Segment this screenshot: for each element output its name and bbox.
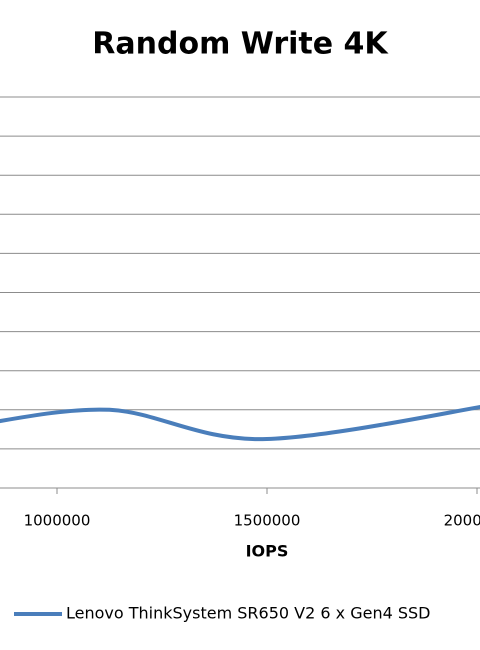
legend-label: Lenovo ThinkSystem SR650 V2 6 x Gen4 SSD — [66, 604, 430, 623]
x-tick-label: 1500000 — [234, 512, 301, 530]
x-tick-label: 2000000 — [444, 512, 480, 530]
series-line — [0, 404, 480, 442]
chart-title: Random Write 4K — [92, 27, 389, 62]
x-tick-label: 1000000 — [24, 512, 91, 530]
x-axis-label: IOPS — [246, 542, 289, 561]
